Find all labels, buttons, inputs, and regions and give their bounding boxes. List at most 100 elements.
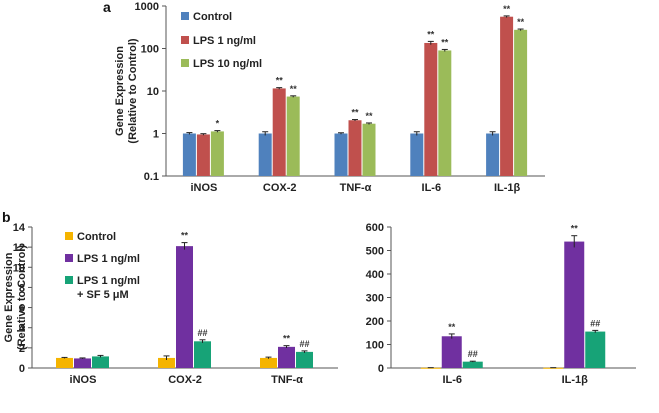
legend-a-label-lps10: LPS 10 ng/ml xyxy=(193,58,262,70)
a-xtick-label-il-6: IL-6 xyxy=(422,182,442,194)
b1-xtick-label-tnf: TNF-α xyxy=(271,374,303,386)
b1-bar-inos-lps-1-ng-ml-1 xyxy=(74,358,91,368)
a-sig-tnf-1: ** xyxy=(351,108,359,118)
panel-label-a: a xyxy=(103,0,111,15)
a-xtick-label-tnf: TNF-α xyxy=(340,182,372,194)
b1-bar-cox-2-lps-1-ng-ml-1 xyxy=(176,246,193,368)
legend-b-label-lps1: LPS 1 ng/ml xyxy=(77,253,140,265)
legend-a-label-lps1: LPS 1 ng/ml xyxy=(193,35,256,47)
b1-ytick-label-7: 14 xyxy=(13,222,26,234)
a-bar-il-6-lps-1-ng-ml-1 xyxy=(424,42,438,176)
b2-ytick-label-1: 100 xyxy=(366,340,384,352)
b1-ylabel-line-1: Gene Expression xyxy=(3,252,15,342)
a-bar-inos-lps-1-ng-ml-1 xyxy=(196,134,210,176)
b1-bar-tnf-control-0 xyxy=(260,357,277,368)
a-bar-cox-2-lps-10-ng-ml-2 xyxy=(286,96,300,176)
b1-xtick-label-inos: iNOS xyxy=(70,374,97,386)
a-ytick-label-1: 1 xyxy=(153,129,159,141)
b2-bar-il-1-lps-1-ng-ml-1 xyxy=(564,241,585,368)
b1-bar-cox-2-lps-1-ng-ml-sf-5-m-2 xyxy=(194,341,211,368)
legend-a: Control LPS 1 ng/ml LPS 10 ng/ml xyxy=(181,11,262,70)
b1-bar-tnf-lps-1-ng-ml-sf-5-m-2 xyxy=(296,351,313,368)
a-sig-cox-2-2: ** xyxy=(290,84,298,94)
b1-bar-cox-2-control-0 xyxy=(158,357,175,368)
b2-sig-il-1-1: ** xyxy=(571,224,579,234)
a-xtick-label-il-1: IL-1β xyxy=(494,182,521,194)
a-bar-tnf-lps-1-ng-ml-1 xyxy=(348,120,362,176)
a-sig-inos-2: * xyxy=(216,119,220,129)
b2-sig-il-1-2: ## xyxy=(590,318,600,328)
a-bar-inos-lps-10-ng-ml-2 xyxy=(210,131,224,176)
a-bar-il-6-control-0 xyxy=(410,133,424,176)
a-bar-cox-2-control-0 xyxy=(258,133,272,176)
b2-xtick-label-il-6: IL-6 xyxy=(442,374,462,386)
b1-sig-tnf-1: ** xyxy=(283,334,291,344)
a-ylabel-line-2: (Relative to Control) xyxy=(127,38,139,143)
b2-bar-il-6-lps-1-ng-ml-1 xyxy=(441,336,462,368)
legend-b-swatch-lps-sf xyxy=(65,276,73,284)
b1-ytick-label-3: 6 xyxy=(19,303,25,315)
a-sig-tnf-2: ** xyxy=(365,111,373,121)
b2-bar-il-1-lps-1-ng-ml-sf-5-m-2 xyxy=(585,331,606,368)
a-bar-il-1-lps-1-ng-ml-1 xyxy=(500,16,514,176)
b2-bar-il-6-lps-1-ng-ml-sf-5-m-2 xyxy=(462,361,483,368)
b2-sig-il-6-2: ## xyxy=(468,349,478,359)
a-sig-il-6-2: ** xyxy=(441,37,449,47)
b2-ytick-label-5: 500 xyxy=(366,246,384,258)
legend-a-swatch-lps10 xyxy=(181,59,189,67)
legend-b-label-control: Control xyxy=(77,231,116,243)
b1-xtick-label-cox-2: COX-2 xyxy=(168,374,202,386)
a-ytick-label-2: 10 xyxy=(147,86,159,98)
b2-ytick-label-6: 600 xyxy=(366,222,384,234)
b2-ytick-label-4: 400 xyxy=(366,269,384,281)
b1-ytick-label-4: 8 xyxy=(19,282,25,294)
legend-a-swatch-control xyxy=(181,12,189,20)
b1-ylabel-line-2: (Relative to Control) xyxy=(16,245,28,350)
a-bar-cox-2-lps-1-ng-ml-1 xyxy=(272,88,286,176)
a-sig-cox-2-1: ** xyxy=(276,76,284,86)
chart-b-left: 0 2 4 6 8 10 12 14 Gene Expression (Relative to C… xyxy=(3,222,338,386)
a-bar-tnf-lps-10-ng-ml-2 xyxy=(362,123,376,176)
b1-sig-cox-2-1: ** xyxy=(181,231,189,241)
a-xtick-label-inos: iNOS xyxy=(190,182,217,194)
a-ytick-label-4: 1000 xyxy=(135,1,159,13)
legend-b-swatch-lps1 xyxy=(65,254,73,262)
b1-ytick-label-0: 0 xyxy=(19,363,25,375)
b1-sig-tnf-2: ## xyxy=(299,339,309,349)
a-bar-inos-control-0 xyxy=(182,133,196,176)
a-xtick-label-cox-2: COX-2 xyxy=(263,182,297,194)
a-bar-il-6-lps-10-ng-ml-2 xyxy=(438,50,452,176)
legend-a-swatch-lps1 xyxy=(181,36,189,44)
b1-ytick-label-2: 4 xyxy=(19,323,26,335)
a-sig-il-6-1: ** xyxy=(427,29,435,39)
b2-ytick-label-0: 0 xyxy=(378,363,384,375)
legend-b: Control LPS 1 ng/ml LPS 1 ng/ml + SF 5 μ… xyxy=(65,231,140,301)
b2-bar-il-1-control-0 xyxy=(543,367,564,369)
a-bar-il-1-lps-10-ng-ml-2 xyxy=(514,29,528,177)
legend-b-label-lps-sf-2: + SF 5 μM xyxy=(77,289,129,301)
b1-ytick-label-5: 10 xyxy=(13,262,25,274)
b1-sig-cox-2-2: ## xyxy=(197,328,207,338)
b1-bar-tnf-lps-1-ng-ml-1 xyxy=(278,346,295,368)
legend-b-label-lps-sf: LPS 1 ng/ml xyxy=(77,275,140,287)
b1-bar-inos-lps-1-ng-ml-sf-5-m-2 xyxy=(92,356,109,368)
b2-bar-il-6-control-0 xyxy=(420,367,441,369)
a-ylabel-line-1: Gene Expression xyxy=(114,46,126,136)
chart-a: 0.1 1 10 100 1000 Gene Expression (Relative to… xyxy=(114,1,545,194)
b2-ytick-label-2: 200 xyxy=(366,316,384,328)
b1-ytick-label-1: 2 xyxy=(19,343,25,355)
panel-label-b: b xyxy=(2,209,11,225)
b2-ytick-label-3: 300 xyxy=(366,293,384,305)
b1-bar-inos-control-0 xyxy=(56,357,73,368)
a-ytick-label-0: 0.1 xyxy=(144,171,159,183)
a-ytick-label-3: 100 xyxy=(141,44,159,56)
legend-a-label-control: Control xyxy=(193,11,232,23)
a-bar-il-1-control-0 xyxy=(486,133,500,176)
b1-ytick-label-6: 12 xyxy=(13,242,25,254)
b2-sig-il-6-1: ** xyxy=(448,322,456,332)
a-bar-tnf-control-0 xyxy=(334,133,348,176)
chart-b-right: 0 100 200 300 400 500 600 ** ## IL-6 ** ## IL-1β xyxy=(366,222,636,386)
a-sig-il-1-1: ** xyxy=(503,4,511,14)
b2-xtick-label-il-1: IL-1β xyxy=(562,374,589,386)
